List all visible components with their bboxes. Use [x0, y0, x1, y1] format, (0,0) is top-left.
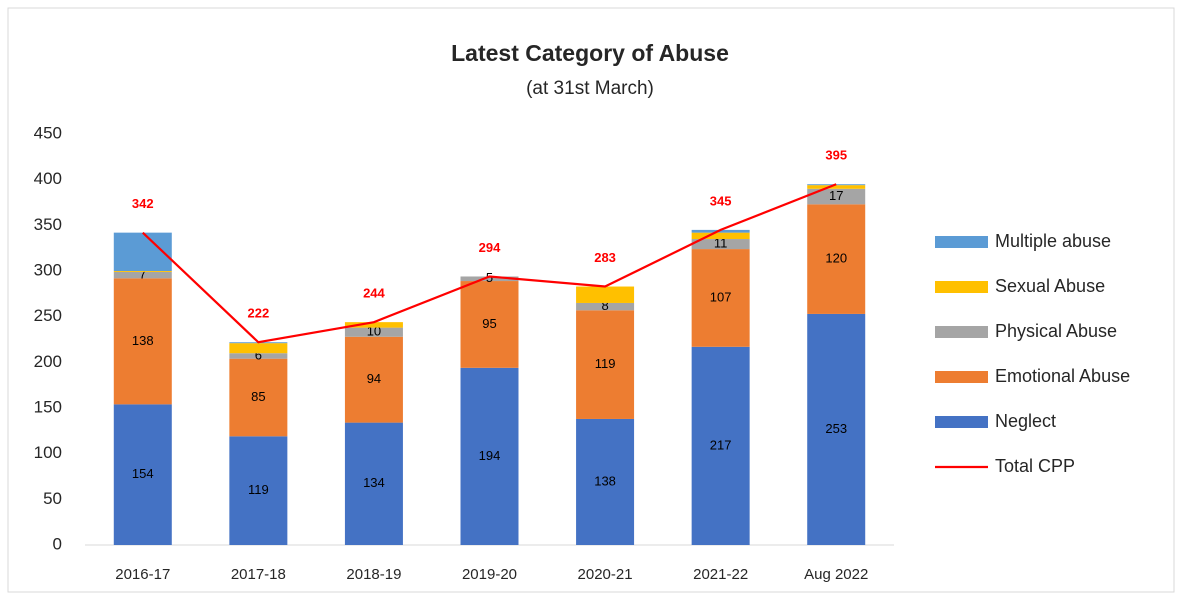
- bar-segment: [576, 302, 635, 311]
- bar-segment: [691, 346, 750, 545]
- y-tick-label: 100: [34, 443, 62, 462]
- line-label: 345: [710, 193, 732, 208]
- bar-segment: [460, 367, 519, 545]
- data-label: 119: [248, 482, 269, 497]
- bar-segment: [229, 358, 288, 437]
- bar-segment: [113, 271, 172, 279]
- y-tick-label: 0: [53, 534, 62, 553]
- data-label: 85: [251, 389, 265, 404]
- x-tick-label: Aug 2022: [804, 566, 868, 583]
- bar-segment: [691, 249, 750, 347]
- data-label: 17: [829, 188, 843, 203]
- bar-segment: [807, 204, 866, 314]
- y-tick-label: 350: [34, 215, 62, 234]
- data-label: 6: [255, 347, 262, 362]
- x-tick-label: 2017-18: [231, 566, 286, 583]
- y-tick-label: 400: [34, 169, 62, 188]
- y-tick-label: 200: [34, 352, 62, 371]
- bar-segment: [229, 436, 288, 545]
- y-tick-label: 450: [34, 123, 62, 142]
- data-label: 5: [486, 270, 493, 285]
- legend-label: Sexual Abuse: [995, 276, 1105, 296]
- data-label: 119: [595, 356, 616, 371]
- bar-segment: [691, 229, 750, 233]
- total-line: [142, 183, 837, 344]
- legend-swatch: [935, 281, 988, 293]
- line-label: 395: [825, 148, 847, 163]
- chart-title: Latest Category of Abuse: [451, 40, 729, 66]
- data-label: 217: [710, 437, 732, 452]
- line-label: 294: [479, 240, 501, 255]
- data-label: 94: [367, 371, 381, 386]
- bar-segment: [113, 271, 172, 272]
- legend-label: Multiple abuse: [995, 231, 1111, 251]
- data-label: 95: [482, 316, 496, 331]
- legend-label: Neglect: [995, 411, 1056, 431]
- bar-segment: [344, 327, 403, 337]
- y-tick-label: 50: [43, 489, 62, 508]
- line-label: 342: [132, 196, 154, 211]
- data-label: 107: [710, 289, 732, 304]
- bar-segment: [460, 276, 519, 282]
- bar-segment: [460, 281, 519, 368]
- data-label: 7: [139, 267, 146, 282]
- bar-segment: [691, 239, 750, 250]
- legend-label: Emotional Abuse: [995, 366, 1130, 386]
- bar-segment: [576, 310, 635, 419]
- bar-segment: [576, 418, 635, 545]
- data-label: 154: [132, 466, 154, 481]
- y-tick-label: 250: [34, 306, 62, 325]
- data-label: 138: [132, 333, 154, 348]
- bar-segment: [807, 188, 866, 205]
- legend-swatch: [935, 371, 988, 383]
- bar-segment: [807, 313, 866, 545]
- x-tick-label: 2021-22: [693, 566, 748, 583]
- line-label: 283: [594, 250, 616, 265]
- bar-segment: [344, 322, 403, 328]
- bar-segment: [344, 422, 403, 545]
- line-label: 222: [248, 306, 270, 321]
- data-label: 138: [594, 473, 616, 488]
- legend-swatch: [935, 236, 988, 248]
- legend-swatch: [935, 416, 988, 428]
- bar-segment: [113, 404, 172, 545]
- data-label: 8: [601, 298, 608, 313]
- bar-segment: [807, 185, 866, 189]
- line-label: 244: [363, 286, 385, 301]
- bar-segment: [229, 343, 288, 354]
- data-label: 11: [714, 235, 728, 250]
- y-tick-label: 300: [34, 260, 62, 279]
- x-tick-label: 2019-20: [462, 566, 517, 583]
- bar-segment: [113, 278, 172, 405]
- x-tick-label: 2018-19: [346, 566, 401, 583]
- bar-segment: [229, 353, 288, 359]
- bar-segment: [576, 286, 635, 303]
- data-label: 253: [825, 421, 847, 436]
- y-tick-label: 150: [34, 397, 62, 416]
- data-label: 194: [479, 448, 501, 463]
- bar-segment: [691, 232, 750, 240]
- legend-label: Physical Abuse: [995, 321, 1117, 341]
- legend-swatch: [935, 326, 988, 338]
- data-label: 134: [363, 475, 385, 490]
- legend-label: Total CPP: [995, 456, 1075, 476]
- chart-subtitle: (at 31st March): [526, 78, 654, 99]
- data-label: 120: [825, 251, 847, 266]
- x-tick-label: 2020-21: [578, 566, 633, 583]
- x-tick-label: 2016-17: [115, 566, 170, 583]
- bar-segment: [344, 336, 403, 423]
